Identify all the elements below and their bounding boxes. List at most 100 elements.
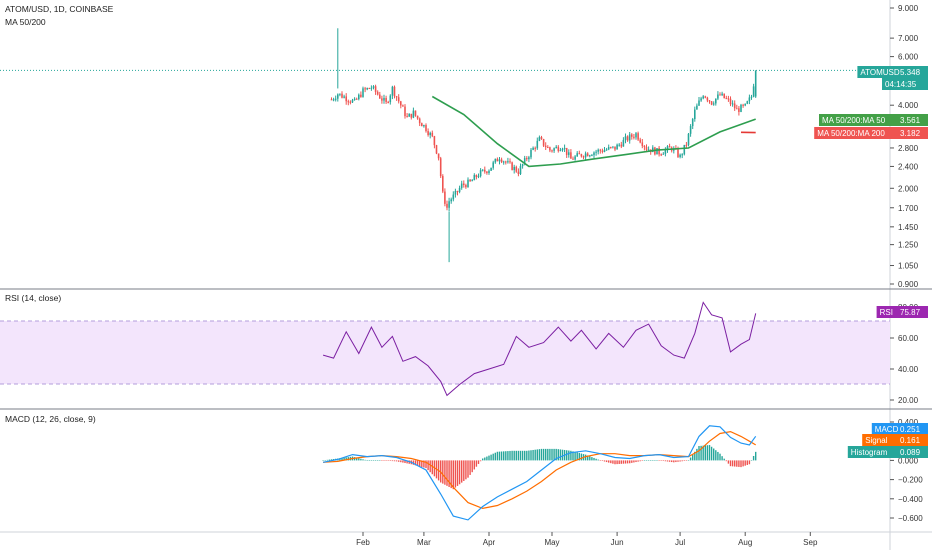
time-tick-label: Sep	[803, 538, 818, 547]
macd-histogram-bar	[374, 460, 377, 461]
candle	[450, 197, 452, 204]
macd-histogram-bar	[647, 460, 650, 461]
macd-histogram-bar	[358, 458, 360, 461]
candle	[393, 85, 396, 99]
candle	[381, 95, 383, 104]
candle	[719, 92, 721, 96]
macd-histogram-bar	[416, 460, 419, 466]
time-tick-label: Jul	[675, 538, 685, 547]
candle	[370, 85, 373, 91]
macd-histogram-bar	[448, 460, 450, 487]
time-tick-label: Feb	[356, 538, 370, 547]
macd-histogram-bar	[496, 451, 499, 461]
macd-histogram-bar	[452, 460, 454, 490]
candle	[372, 85, 375, 90]
candle	[637, 131, 639, 142]
time-axis[interactable]: Feb Mar Apr May Jun Jul Aug Sep	[356, 532, 818, 547]
candle	[517, 168, 520, 177]
candle	[446, 200, 448, 211]
candle	[437, 153, 440, 161]
candle	[547, 145, 549, 149]
macd-histogram-bar	[360, 458, 362, 461]
ma50-tag-value: 3.561	[900, 116, 921, 125]
macd-histogram-bar	[500, 451, 503, 461]
price-axis[interactable]: 9.0007.0006.0005.0004.0003.5002.8002.400…	[890, 4, 919, 289]
candle	[410, 113, 413, 120]
macd-histogram-bar	[706, 445, 709, 461]
macd-histogram-bar	[456, 460, 459, 486]
ma50-tag: MA 50/200:MA 50 3.561	[819, 114, 928, 126]
candle	[656, 148, 658, 155]
macd-histogram-bar	[393, 460, 396, 462]
macd-histogram-bar	[545, 448, 547, 461]
macd-histogram-bar	[717, 451, 719, 461]
macd-study-label[interactable]: MACD (12, 26, close, 9)	[5, 414, 96, 424]
candle	[612, 146, 614, 149]
macd-histogram-bar	[715, 450, 717, 461]
candle	[463, 180, 465, 188]
candle	[662, 152, 665, 155]
time-tick-label: Jun	[611, 538, 624, 547]
macd-histogram-bar	[356, 457, 358, 461]
macd-histogram-bar	[622, 460, 625, 464]
macd-histogram-bar	[704, 445, 706, 461]
candle	[433, 135, 436, 149]
candle	[647, 146, 650, 151]
macd-histogram-bar	[599, 460, 601, 461]
candle	[469, 179, 471, 182]
macd-tick-label: 0.000	[898, 456, 919, 465]
candle	[668, 143, 671, 148]
candle	[723, 93, 725, 99]
price-tick-label: 9.000	[898, 4, 919, 13]
ma200-tag-value: 3.182	[900, 129, 921, 138]
macd-histogram-bar	[419, 460, 421, 467]
candle	[358, 93, 360, 101]
price-tick-label: 1.450	[898, 223, 919, 232]
candle	[618, 143, 620, 147]
candle	[658, 146, 660, 157]
candle	[702, 95, 704, 100]
candle	[339, 93, 341, 97]
candle	[536, 137, 539, 150]
candle	[511, 161, 513, 171]
candle	[490, 167, 492, 171]
macd-histogram-bar	[559, 449, 562, 461]
macd-histogram-bar	[343, 457, 345, 461]
candle	[641, 138, 644, 149]
rsi-tick-label: 20.00	[898, 396, 919, 405]
candle	[349, 100, 352, 105]
macd-histogram-bar	[341, 457, 343, 461]
candle	[414, 110, 417, 117]
bar-countdown-tag: 04:14:35	[882, 78, 928, 90]
macd-histogram-bar	[530, 450, 532, 461]
macd-histogram-bar	[629, 460, 631, 464]
candle	[383, 94, 385, 104]
candle	[442, 174, 444, 194]
candle	[519, 163, 522, 176]
macd-histogram-bar	[748, 460, 751, 465]
macd-histogram-bar	[723, 458, 725, 461]
candle	[484, 166, 486, 174]
ma-study-label[interactable]: MA 50/200	[5, 17, 46, 27]
candle	[731, 100, 734, 107]
candle	[620, 141, 623, 149]
macd-histogram-bar	[664, 460, 667, 462]
rsi-study-label[interactable]: RSI (14, close)	[5, 293, 61, 303]
candle	[607, 144, 610, 151]
symbol-title[interactable]: ATOM/USD, 1D, COINBASE	[5, 4, 114, 14]
candle	[561, 147, 564, 152]
candle	[395, 95, 398, 101]
macd-histogram-bar	[387, 460, 389, 461]
macd-histogram-bar	[458, 460, 461, 485]
candle	[599, 148, 602, 154]
macd-histogram-bar	[601, 460, 604, 461]
macd-histogram-bar	[683, 460, 685, 461]
macd-histogram-bar	[610, 460, 612, 464]
macd-histogram-bar	[580, 453, 583, 461]
macd-histogram-bar	[446, 460, 448, 486]
macd-histogram-bar	[576, 452, 578, 461]
macd-histogram-bar	[700, 445, 702, 461]
candle	[673, 146, 675, 154]
